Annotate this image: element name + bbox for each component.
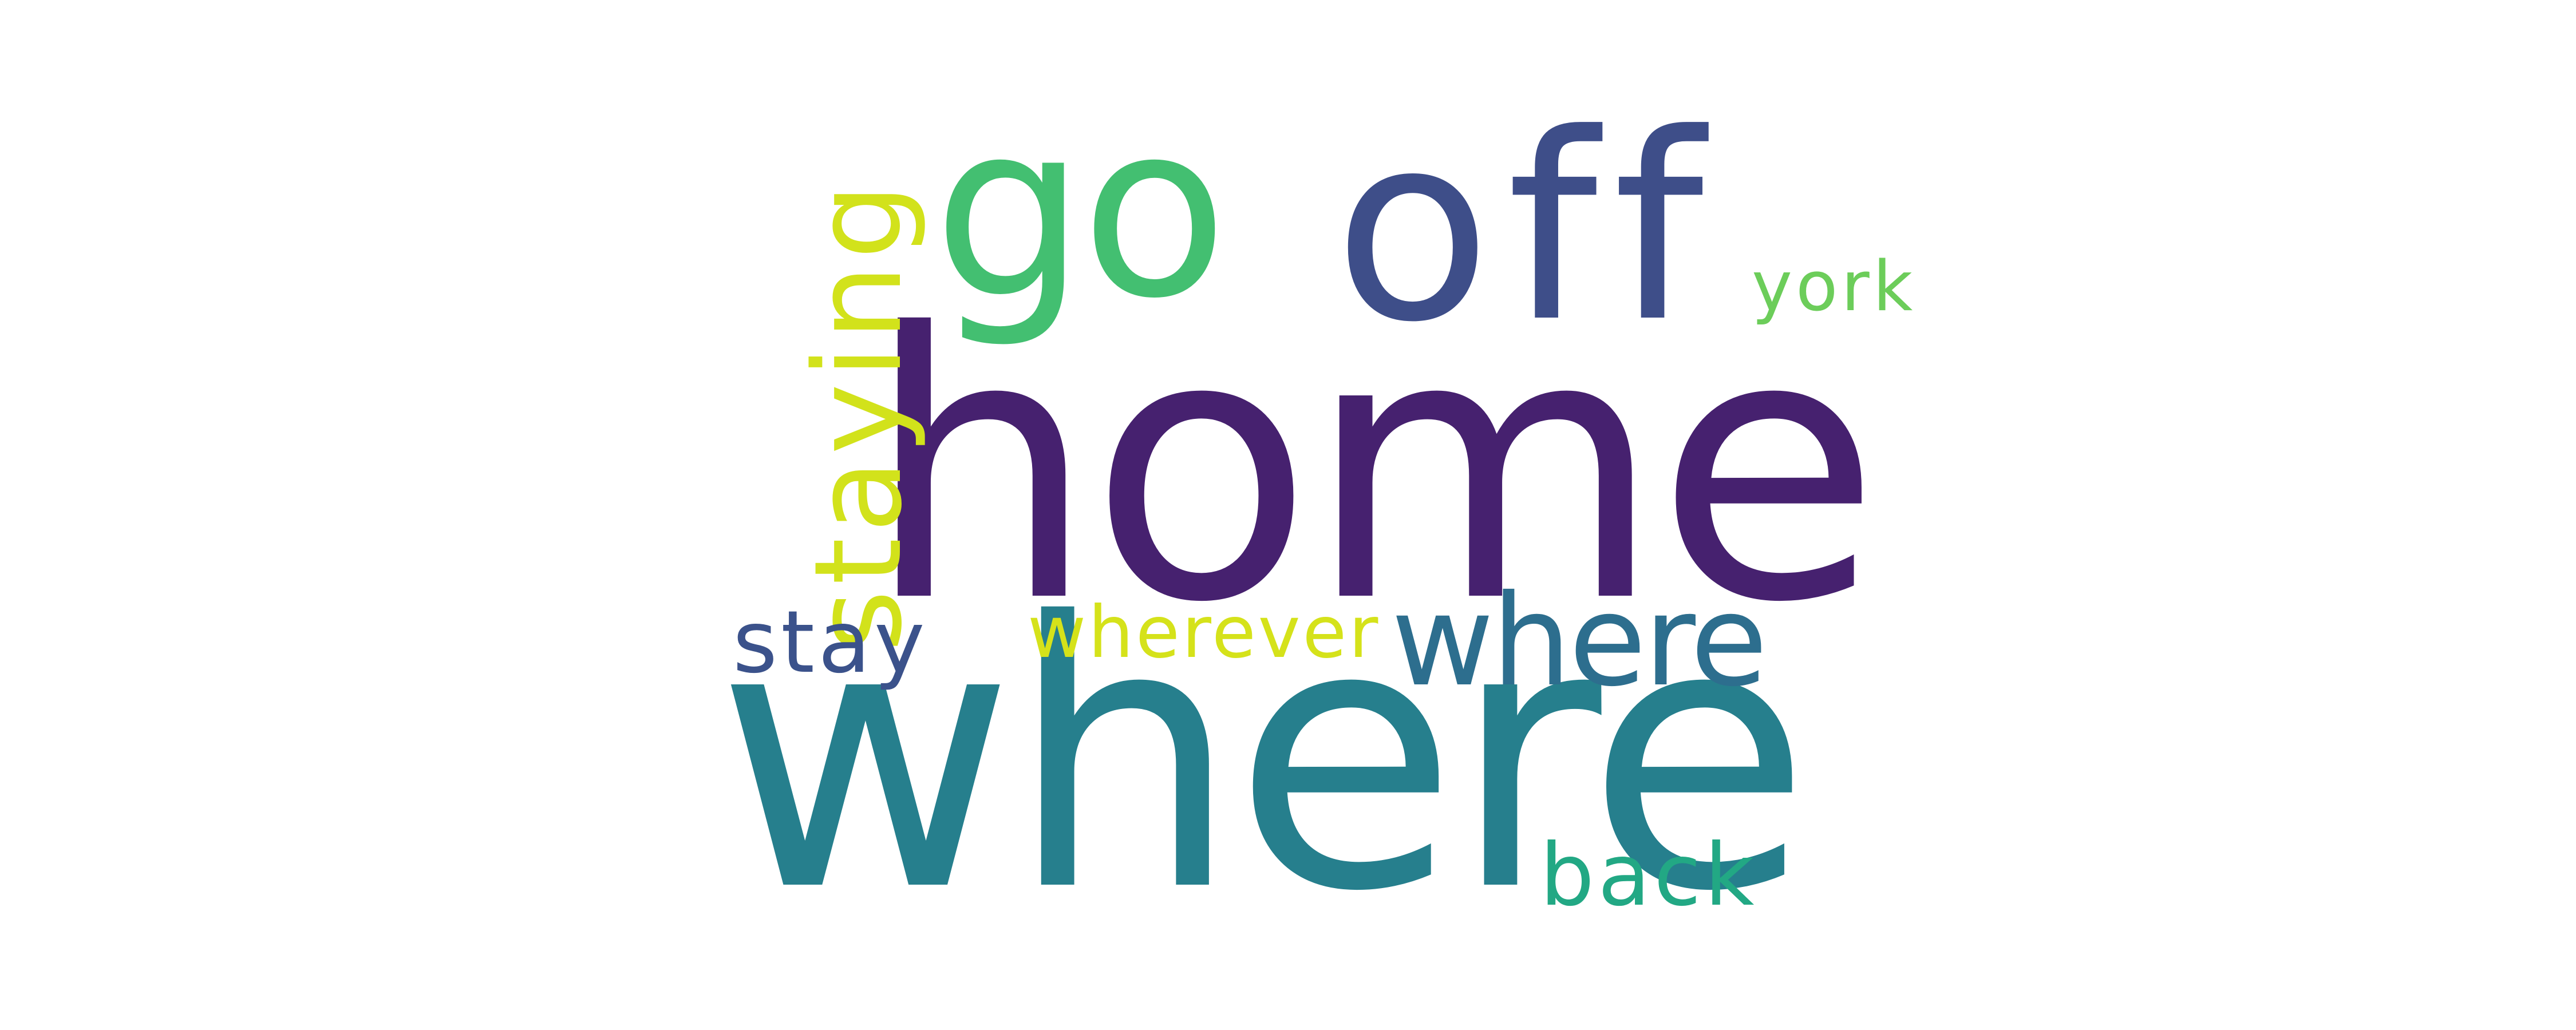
word-off: off bbox=[1334, 79, 1720, 379]
word-wherever: wherever bbox=[1028, 591, 1381, 674]
word-where-large: where bbox=[716, 545, 1811, 971]
word-stay: stay bbox=[733, 593, 929, 692]
word-home: home bbox=[864, 256, 1881, 682]
word-go: go bbox=[933, 72, 1228, 351]
word-staying: staying bbox=[788, 178, 929, 652]
word-back: back bbox=[1540, 826, 1758, 925]
word-where-medium: where bbox=[1391, 568, 1768, 714]
word-york: york bbox=[1752, 247, 1917, 327]
